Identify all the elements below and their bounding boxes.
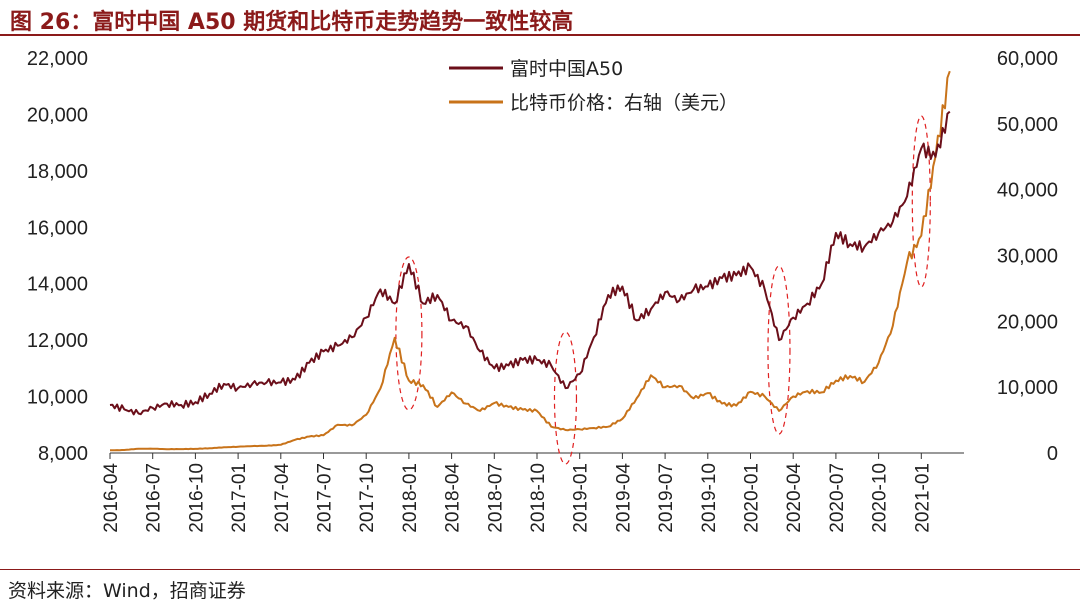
highlight-ellipse [395, 256, 423, 411]
figure-title: 图 26：富时中国 A50 期货和比特币走势趋势一致性较高 [10, 10, 574, 35]
left-axis-tick-label: 22,000 [27, 48, 88, 70]
right-axis-ticks: 0 10,000 20,000 30,000 40,000 50,000 60,000 [997, 48, 1058, 465]
left-axis-tick-label: 12,000 [27, 330, 88, 352]
x-axis-tick-label: 2020-07 [827, 463, 848, 533]
left-axis-ticks: 8,000 10,000 12,000 14,000 16,000 18,000 20,00… [27, 48, 88, 465]
x-axis-tick-label: 2019-01 [571, 463, 592, 533]
left-axis-tick-label: 8,000 [38, 443, 88, 465]
right-axis-tick-label: 0 [1047, 443, 1058, 465]
right-axis-tick-label: 10,000 [997, 377, 1058, 399]
bitcoin-price-line [110, 70, 951, 452]
legend-label-bitcoin: 比特币价格：右轴（美元） [510, 92, 738, 114]
x-axis-tick-label: 2021-01 [912, 463, 933, 533]
x-axis-tick-label: 2018-01 [400, 463, 421, 533]
legend: 富时中国A50 比特币价格：右轴（美元） [449, 58, 738, 114]
right-axis-tick-label: 50,000 [997, 114, 1058, 136]
x-axis-tick-label: 2016-04 [101, 463, 122, 533]
x-axis-tick-label: 2019-07 [656, 463, 677, 533]
dual-axis-line-chart: 8,000 10,000 12,000 14,000 16,000 18,000 20,00… [27, 48, 1058, 533]
highlight-ellipse [911, 115, 931, 288]
source-rule [0, 569, 1080, 570]
x-axis-tick-label: 2016-10 [186, 463, 207, 533]
left-axis-tick-label: 16,000 [27, 217, 88, 239]
x-axis-tick-label: 2017-01 [229, 463, 250, 533]
highlight-ellipse [767, 265, 791, 435]
right-axis-tick-label: 60,000 [997, 48, 1058, 70]
x-axis-tick-label: 2017-04 [272, 463, 293, 533]
x-axis-tick-label: 2020-01 [742, 463, 763, 533]
legend-label-a50: 富时中国A50 [510, 58, 623, 80]
x-axis-tick-label: 2018-10 [528, 463, 549, 533]
x-axis-tick-label: 2017-07 [315, 463, 336, 533]
x-axis-tick-label: 2018-07 [485, 463, 506, 533]
left-axis-tick-label: 20,000 [27, 104, 88, 126]
a50-futures-line [109, 110, 951, 416]
right-axis-tick-label: 30,000 [997, 246, 1058, 268]
left-axis-tick-label: 14,000 [27, 274, 88, 296]
left-axis-tick-label: 18,000 [27, 161, 88, 183]
x-axis-ticks: 2016-04 2016-07 2016-10 2017-01 2017-04 2017-… [101, 453, 933, 533]
x-axis-tick-label: 2017-10 [357, 463, 378, 533]
x-axis-tick-label: 2020-04 [784, 463, 805, 533]
x-axis-tick-label: 2020-10 [870, 463, 891, 533]
left-axis-tick-label: 10,000 [27, 387, 88, 409]
highlight-ellipses [395, 115, 931, 465]
x-axis-tick-label: 2019-04 [613, 463, 634, 533]
x-axis-tick-label: 2016-07 [144, 463, 165, 533]
highlight-ellipse [553, 331, 578, 465]
title-rule [0, 34, 1080, 36]
x-axis-tick-label: 2018-04 [443, 463, 464, 533]
right-axis-tick-label: 40,000 [997, 180, 1058, 202]
right-axis-tick-label: 20,000 [997, 311, 1058, 333]
x-axis-tick-label: 2019-10 [699, 463, 720, 533]
source-note: 资料来源：Wind，招商证券 [8, 580, 246, 602]
